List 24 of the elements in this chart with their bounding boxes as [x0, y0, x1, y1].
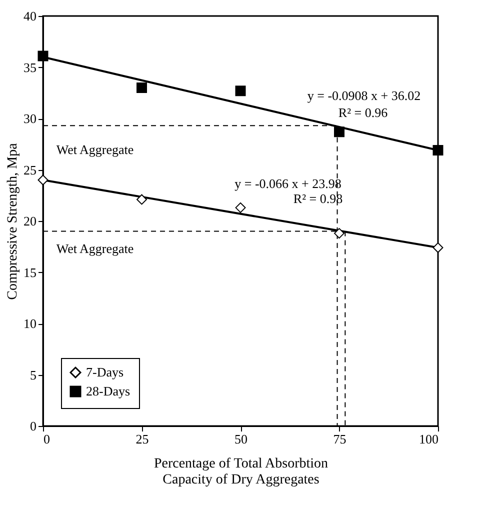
legend-label: 28-Days	[86, 384, 130, 398]
annotation: Wet Aggregate	[56, 241, 134, 256]
annotation: R² = 0.96	[338, 105, 388, 120]
legend-label: 7-Days	[86, 364, 124, 380]
annotation: R² = 0.98	[293, 191, 343, 206]
y-tick-label: 20	[24, 214, 36, 228]
annotation: y = -0.066 x + 23.98	[234, 176, 342, 191]
y-tick-label: 5	[30, 367, 36, 382]
x-tick-label: 75	[333, 432, 346, 446]
x-tick-label: 25	[136, 432, 149, 446]
y-tick-label: 0	[30, 418, 36, 434]
y-tick-label: 25	[24, 162, 36, 178]
x-tick-label: 100	[419, 432, 438, 446]
x-tick-label: 50	[234, 432, 248, 446]
annotation: Wet Aggregate	[56, 142, 134, 157]
y-axis-title: Compressive Strength, Mpa	[6, 142, 20, 300]
y-tick-label: 35	[24, 60, 36, 75]
annotation: y = -0.0908 x + 36.02	[307, 88, 421, 103]
y-tick-label: 15	[24, 264, 36, 280]
y-tick-label: 30	[24, 111, 36, 126]
y-tick-label: 40	[24, 8, 36, 24]
x-tick-label: 0	[44, 432, 50, 446]
x-axis-title: Percentage of Total Absorbtion Capacity of Dry Aggregates	[154, 456, 328, 488]
y-tick-label: 10	[24, 316, 36, 331]
